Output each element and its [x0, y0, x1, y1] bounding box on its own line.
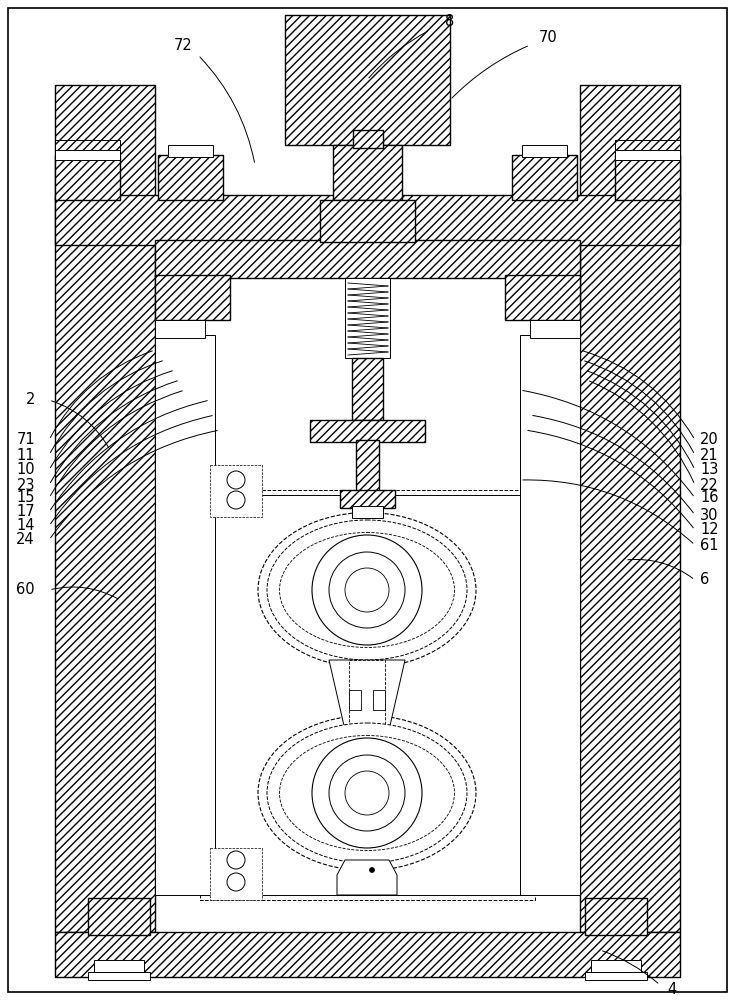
- Circle shape: [312, 738, 422, 848]
- Text: 70: 70: [539, 30, 557, 45]
- Bar: [591, 960, 641, 972]
- Bar: [340, 490, 395, 508]
- Text: 12: 12: [700, 522, 719, 538]
- Circle shape: [329, 755, 405, 831]
- Text: 14: 14: [16, 518, 35, 534]
- Text: 23: 23: [16, 478, 35, 492]
- Ellipse shape: [279, 532, 454, 648]
- Circle shape: [370, 867, 375, 872]
- Circle shape: [227, 851, 245, 869]
- Ellipse shape: [279, 736, 454, 850]
- Bar: [353, 130, 383, 148]
- Bar: [349, 690, 361, 710]
- Bar: [158, 155, 223, 200]
- Ellipse shape: [258, 512, 476, 668]
- Bar: [55, 155, 120, 200]
- Text: 30: 30: [700, 508, 719, 522]
- Bar: [349, 660, 385, 730]
- Text: 71: 71: [16, 432, 35, 448]
- Circle shape: [312, 535, 422, 645]
- Ellipse shape: [267, 723, 467, 863]
- Bar: [615, 155, 680, 200]
- Bar: [210, 465, 262, 517]
- Bar: [310, 420, 425, 442]
- Text: 61: 61: [700, 538, 719, 552]
- Circle shape: [227, 471, 245, 489]
- Text: 17: 17: [16, 504, 35, 520]
- Bar: [333, 145, 402, 200]
- Text: 2: 2: [26, 392, 35, 408]
- Text: 4: 4: [667, 982, 677, 998]
- Circle shape: [227, 873, 245, 891]
- Text: 10: 10: [16, 462, 35, 478]
- Text: 22: 22: [700, 478, 719, 492]
- Text: 13: 13: [700, 462, 718, 478]
- Text: 20: 20: [700, 432, 719, 448]
- Bar: [155, 335, 215, 895]
- Circle shape: [345, 771, 389, 815]
- Bar: [55, 932, 680, 977]
- Circle shape: [345, 568, 389, 612]
- Ellipse shape: [267, 520, 467, 660]
- Bar: [615, 140, 680, 150]
- Ellipse shape: [258, 716, 476, 870]
- Bar: [155, 240, 580, 278]
- Text: 21: 21: [700, 448, 719, 462]
- Bar: [530, 320, 580, 338]
- Polygon shape: [329, 660, 405, 730]
- Text: 6: 6: [700, 572, 709, 587]
- Bar: [88, 898, 150, 935]
- Bar: [520, 335, 580, 895]
- Text: 16: 16: [700, 490, 719, 506]
- Bar: [200, 490, 535, 900]
- Text: 72: 72: [173, 37, 193, 52]
- Polygon shape: [337, 860, 397, 895]
- Text: 60: 60: [16, 582, 35, 597]
- Bar: [320, 200, 415, 242]
- Bar: [205, 495, 530, 895]
- Bar: [55, 140, 120, 150]
- Bar: [505, 275, 580, 320]
- Bar: [155, 320, 205, 338]
- Text: 15: 15: [16, 490, 35, 506]
- Bar: [94, 960, 144, 972]
- Bar: [55, 145, 120, 160]
- Bar: [585, 972, 647, 980]
- Circle shape: [227, 491, 245, 509]
- Bar: [352, 506, 383, 518]
- Bar: [352, 358, 383, 420]
- Circle shape: [329, 552, 405, 628]
- Bar: [55, 85, 155, 932]
- Bar: [345, 278, 390, 358]
- Bar: [522, 145, 567, 157]
- Text: 24: 24: [16, 532, 35, 548]
- Bar: [512, 155, 577, 200]
- Bar: [585, 898, 647, 935]
- Bar: [580, 85, 680, 932]
- Bar: [88, 972, 150, 980]
- Bar: [373, 690, 385, 710]
- Bar: [356, 440, 379, 495]
- Text: 8: 8: [445, 14, 455, 29]
- Bar: [168, 145, 213, 157]
- Bar: [615, 145, 680, 160]
- Bar: [285, 15, 450, 145]
- Bar: [55, 195, 680, 245]
- Bar: [210, 848, 262, 900]
- Text: 11: 11: [16, 448, 35, 462]
- Bar: [155, 275, 230, 320]
